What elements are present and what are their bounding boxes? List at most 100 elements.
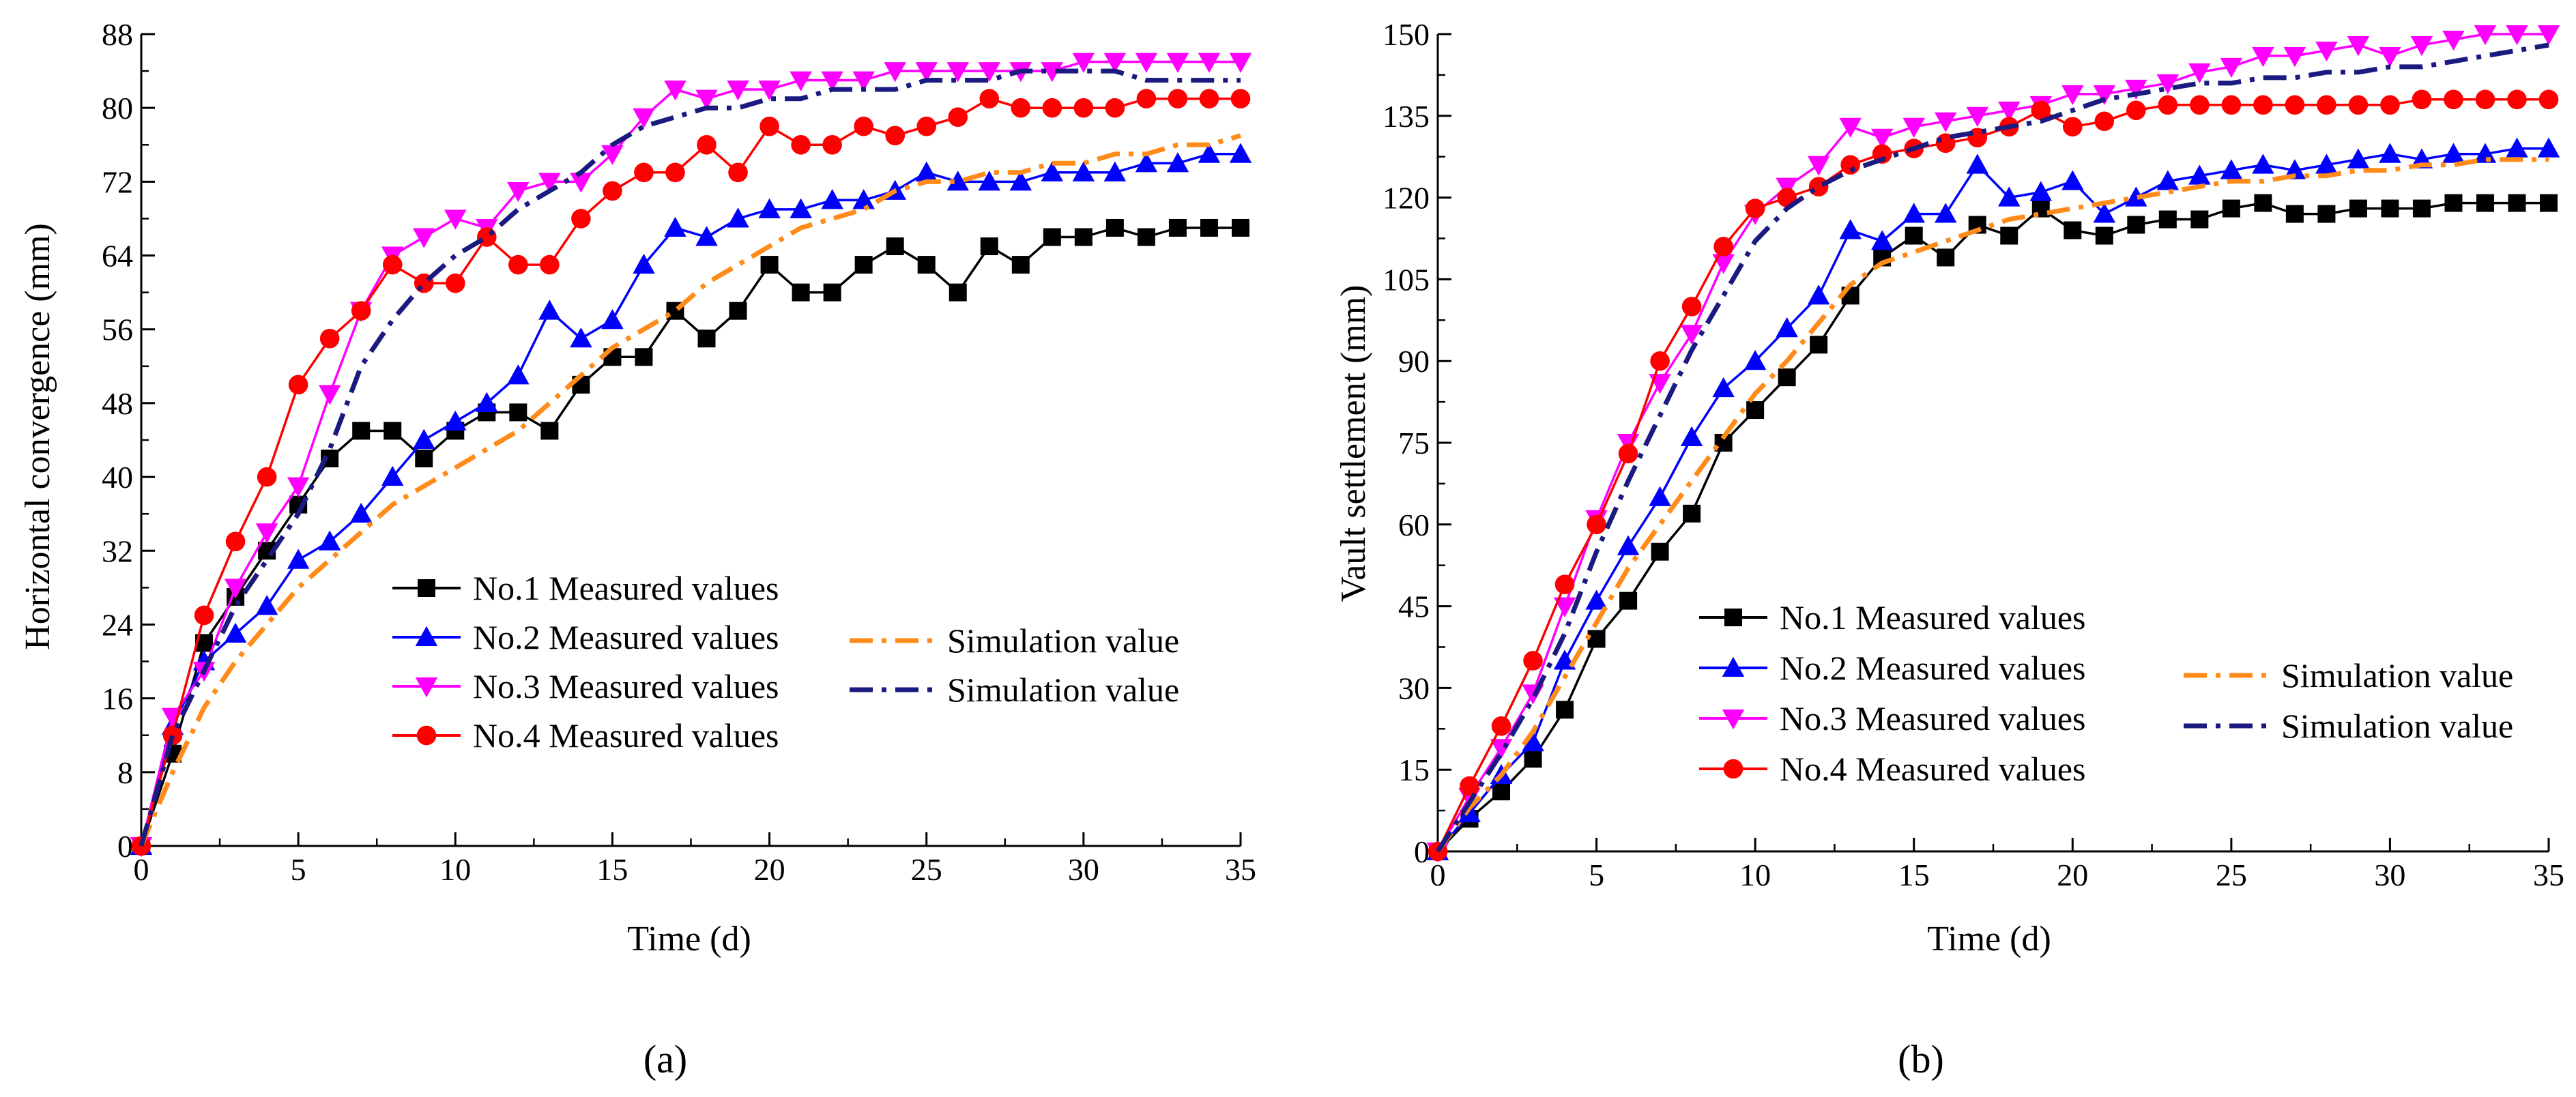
data-point (821, 189, 843, 209)
data-point (2379, 143, 2401, 163)
data-point (1523, 651, 1543, 671)
data-point (884, 62, 906, 83)
data-point (1041, 161, 1064, 181)
legend-label: No.3 Measured values (473, 667, 779, 705)
data-point (2095, 226, 2113, 245)
data-point (1712, 377, 1735, 398)
data-point (1870, 230, 1894, 250)
y-tick-label: 40 (102, 460, 133, 495)
data-point (413, 428, 435, 449)
data-point (1200, 218, 1218, 237)
data-point (1168, 89, 1188, 108)
data-point (288, 375, 308, 395)
data-point (633, 253, 655, 274)
data-point (2380, 95, 2400, 115)
legend-entry: No.1 Measured values (1699, 598, 2086, 637)
data-point (2444, 194, 2463, 212)
data-point (1491, 716, 1511, 736)
series-line (1436, 157, 2549, 853)
x-tick-label: 20 (754, 852, 785, 887)
data-point (194, 605, 214, 626)
legend-marker (1724, 609, 1742, 626)
data-point (1041, 62, 1064, 83)
data-point (1680, 325, 1703, 345)
data-point (2347, 35, 2370, 57)
data-point (790, 198, 812, 218)
series-4 (131, 89, 1251, 856)
legend-a: No.1 Measured values No.2 Measured values… (392, 569, 1179, 755)
data-point (570, 173, 592, 193)
data-point (2540, 194, 2558, 212)
data-point (1229, 143, 1252, 163)
x-tick-label: 0 (134, 852, 149, 887)
x-axis-title-a: Time (d) (627, 920, 751, 959)
data-point (2475, 89, 2495, 110)
legend-label: No.1 Measured values (473, 569, 779, 607)
x-tick-label: 10 (1739, 858, 1771, 892)
data-point (2349, 199, 2367, 218)
x-tick-label: 35 (1225, 852, 1256, 887)
data-point (2221, 95, 2242, 115)
y-tick-label: 64 (102, 239, 133, 274)
data-point (1902, 203, 1925, 223)
data-point (1553, 597, 1576, 617)
x-tick-label: 25 (911, 852, 942, 887)
data-point (2222, 199, 2240, 218)
data-point (257, 467, 277, 487)
legend-label: Simulation value (947, 671, 1179, 709)
data-point (2315, 41, 2338, 62)
data-point (351, 301, 371, 321)
data-point (603, 181, 622, 201)
data-point (946, 62, 969, 83)
data-point (1966, 153, 1988, 174)
data-point (1681, 297, 1702, 317)
data-point (1810, 336, 1828, 354)
y-tick-label: 120 (1383, 181, 1430, 216)
x-tick-label: 5 (291, 852, 306, 887)
data-point (1168, 218, 1187, 237)
data-point (1585, 589, 1608, 610)
data-point (1746, 401, 1765, 420)
data-point (1807, 284, 1830, 305)
legend-marker (418, 579, 435, 597)
data-point (601, 145, 624, 166)
data-point (224, 622, 247, 643)
data-point (1105, 218, 1124, 237)
data-point (540, 422, 559, 440)
series-line (139, 68, 1241, 847)
data-point (1998, 186, 2021, 207)
data-point (2507, 89, 2527, 110)
data-point (852, 71, 875, 91)
data-point (2127, 216, 2145, 234)
y-tick-label: 30 (1398, 671, 1430, 705)
data-point (1073, 98, 1094, 118)
data-point (1458, 802, 1481, 823)
series-layer-a (130, 53, 1252, 858)
data-point (509, 403, 527, 422)
data-point (979, 89, 1000, 108)
data-point (2031, 100, 2051, 121)
data-point (949, 283, 967, 302)
legend-label: No.2 Measured values (1780, 649, 2086, 687)
data-point (758, 198, 781, 218)
data-point (2062, 117, 2083, 137)
data-point (2538, 89, 2559, 110)
data-point (1713, 237, 1733, 257)
y-tick-label: 75 (1398, 426, 1430, 460)
data-point (821, 71, 843, 91)
data-point (2412, 89, 2432, 110)
legend-marker (415, 677, 438, 698)
legend-label: Simulation value (2281, 656, 2513, 694)
data-point (318, 530, 341, 551)
data-point (570, 327, 592, 348)
data-point (1524, 750, 1542, 768)
data-point (886, 237, 904, 256)
data-point (695, 89, 718, 110)
data-point (1232, 218, 1249, 237)
data-point (1460, 776, 1479, 796)
legend-label: No.2 Measured values (473, 618, 779, 656)
series-5 (1436, 157, 2549, 853)
data-point (2093, 85, 2116, 106)
data-point (2283, 46, 2306, 68)
data-point (2379, 46, 2401, 68)
